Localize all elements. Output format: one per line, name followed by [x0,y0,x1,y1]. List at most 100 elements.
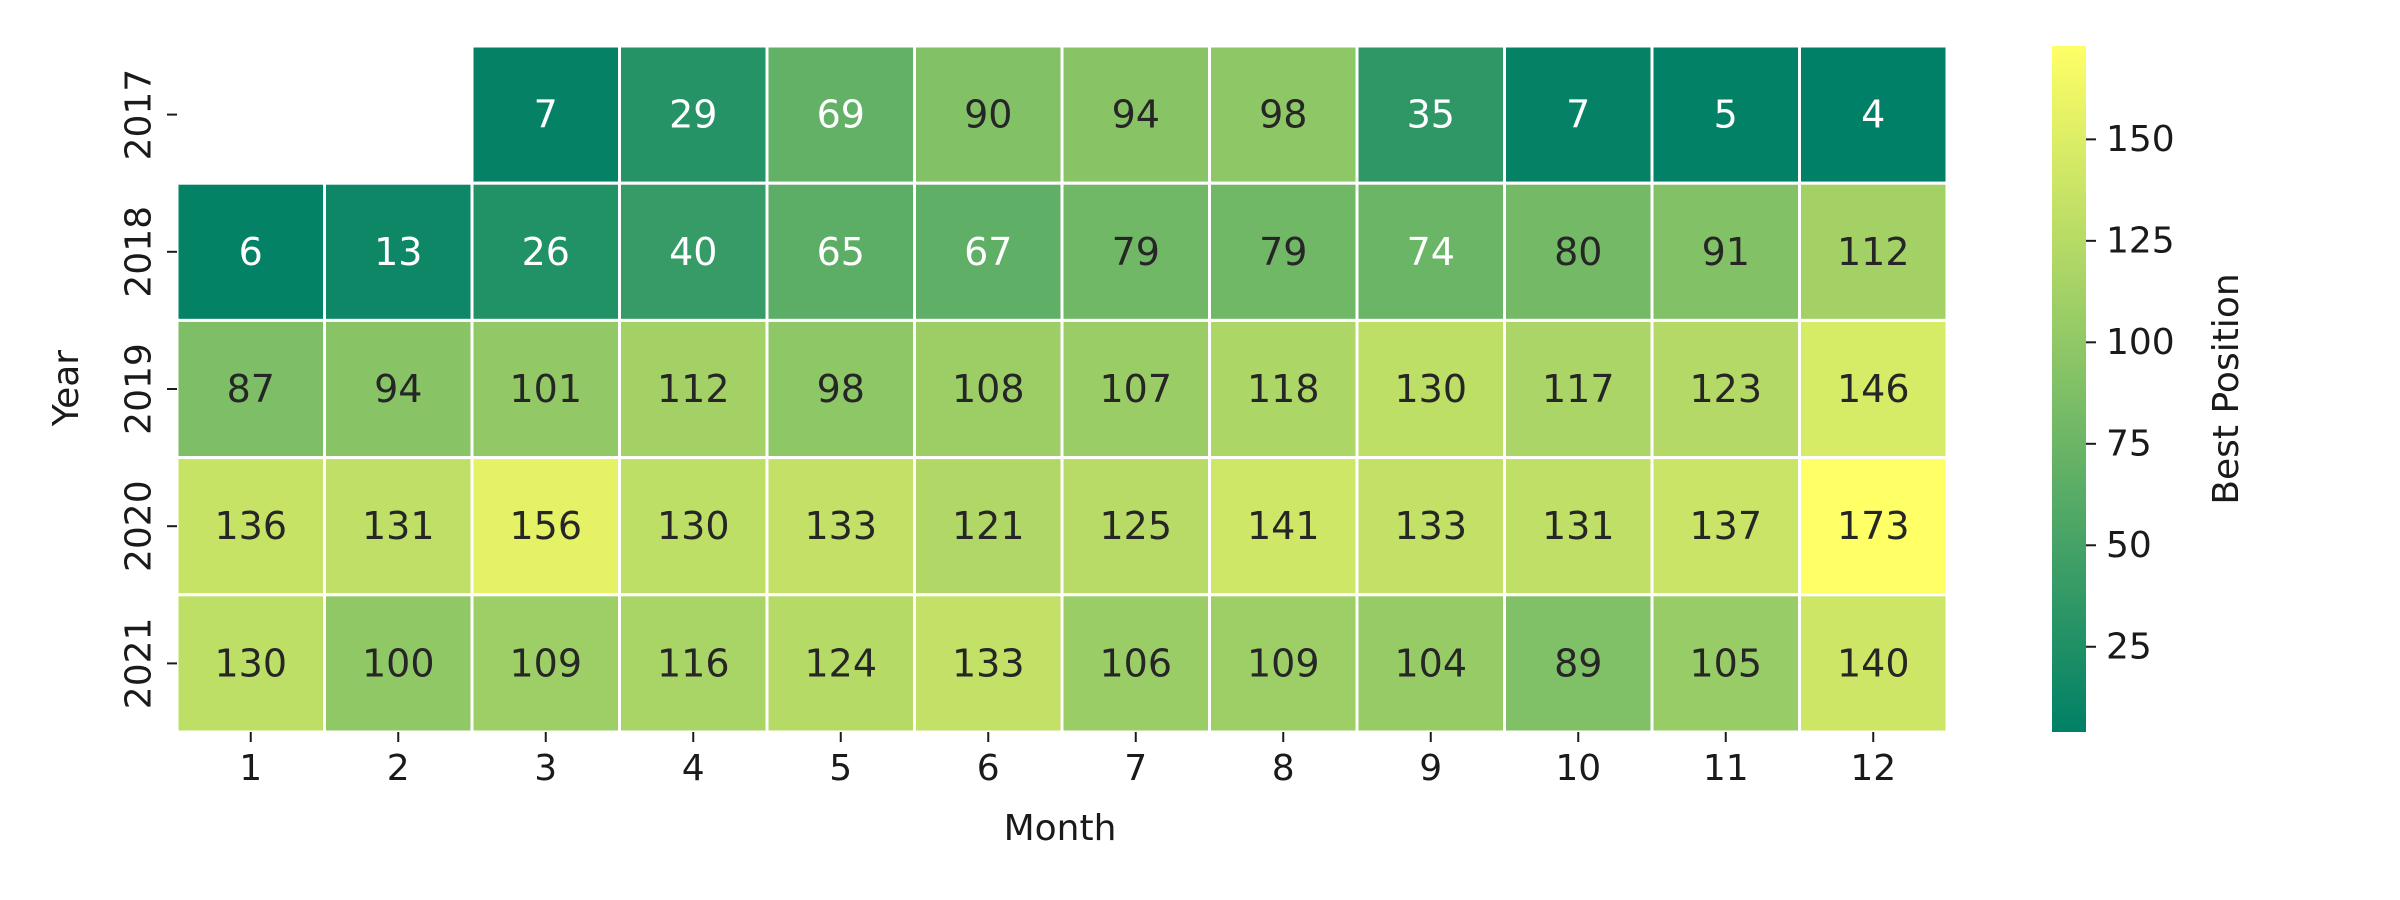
x-tick-label: 1 [239,748,262,789]
colorbar-tick-label: 50 [2106,525,2152,566]
cell-value-label: 40 [669,230,717,274]
x-axis-ticks: 1 2 3 4 5 6 7 8 9 10 11 12 [239,732,1896,789]
cell-value-label: 89 [1554,641,1602,685]
x-tick-label: 2 [387,748,410,789]
heatmap-cell [913,181,1064,322]
cell-value-label: 133 [952,641,1025,685]
cell-value-label: 69 [817,93,865,137]
x-tick-label: 7 [1124,748,1147,789]
cell-value-label: 173 [1837,504,1910,548]
cell-value-label: 67 [964,230,1012,274]
colorbar [2052,46,2086,732]
heatmap-cell [1060,318,1211,460]
heatmap-cells: 7 29 69 90 94 98 35 7 5 4 6 13 26 40 65 67 79 79 74 80 91 112… [175,44,1949,734]
cell-value-label: 108 [952,367,1025,411]
cell-value-label: 94 [1112,93,1160,137]
cell-value-label: 116 [657,641,730,685]
cell-value-label: 7 [534,93,558,137]
y-tick-label: 2020 [119,480,160,572]
cell-value-label: 125 [1099,504,1172,548]
heatmap-cell [1208,456,1359,597]
y-axis-label: Year [46,350,87,427]
cell-value-label: 140 [1837,641,1910,685]
cell-value-label: 131 [1542,504,1615,548]
cell-value-label: 123 [1689,367,1762,411]
x-tick-label: 3 [534,748,557,789]
heatmap-cell [470,456,621,597]
heatmap-cell [1503,593,1654,734]
heatmap-cell [618,593,769,734]
heatmap-cell [618,181,769,322]
heatmap-cell [323,593,474,734]
heatmap-cell [1650,456,1801,597]
cell-value-label: 26 [522,230,570,274]
cell-value-label: 79 [1112,230,1160,274]
colorbar-tick-label: 25 [2106,626,2152,667]
colorbar-ticks: 25 50 75 100 125 150 [2086,119,2175,667]
heatmap-cell [765,456,916,597]
cell-value-label: 109 [1247,641,1320,685]
cell-value-label: 146 [1837,367,1910,411]
cell-value-label: 79 [1259,230,1307,274]
cell-value-label: 112 [657,367,730,411]
cell-value-label: 5 [1714,93,1738,137]
cell-value-label: 156 [509,504,582,548]
cell-value-label: 133 [1394,504,1467,548]
heatmap-cell [1503,181,1654,322]
x-tick-label: 12 [1850,748,1896,789]
x-tick-label: 8 [1272,748,1295,789]
heatmap-cell [323,456,474,597]
colorbar-tick-label: 150 [2106,119,2175,160]
heatmap-cell [1060,593,1211,734]
x-tick-label: 11 [1703,748,1749,789]
cell-value-label: 130 [1394,367,1467,411]
cell-value-label: 136 [214,504,287,548]
cell-value-label: 98 [1259,93,1307,137]
colorbar-tick-label: 100 [2106,322,2175,363]
cell-value-label: 80 [1554,230,1602,274]
y-tick-label: 2018 [119,206,160,298]
cell-value-label: 13 [374,230,422,274]
cell-value-label: 131 [362,504,435,548]
heatmap-cell [1798,44,1949,185]
x-tick-label: 9 [1419,748,1442,789]
y-tick-label: 2017 [119,69,160,161]
heatmap-cell [1208,593,1359,734]
cell-value-label: 65 [817,230,865,274]
heatmap-cell [618,44,769,185]
heatmap-cell [765,318,916,460]
cell-value-label: 133 [804,504,877,548]
cell-value-label: 87 [227,367,275,411]
cell-value-label: 121 [952,504,1025,548]
cell-value-label: 35 [1407,93,1455,137]
cell-value-label: 109 [509,641,582,685]
cell-value-label: 117 [1542,367,1615,411]
heatmap-cell [765,44,916,185]
heatmap-cell [913,456,1064,597]
cell-value-label: 6 [239,230,263,274]
cell-value-label: 105 [1689,641,1762,685]
heatmap-cell [1355,456,1506,597]
heatmap-cell [913,318,1064,460]
cell-value-label: 112 [1837,230,1910,274]
cell-value-label: 124 [804,641,877,685]
heatmap-cell [1208,181,1359,322]
heatmap-cell [1355,181,1506,322]
cell-value-label: 90 [964,93,1012,137]
cell-value-label: 130 [657,504,730,548]
heatmap-cell [470,593,621,734]
cell-value-label: 100 [362,641,435,685]
heatmap-cell [1798,181,1949,322]
cell-value-label: 130 [214,641,287,685]
y-tick-label: 2021 [119,618,160,710]
y-tick-label: 2019 [119,343,160,435]
cell-value-label: 104 [1394,641,1467,685]
cell-value-label: 94 [374,367,422,411]
heatmap-cell [1355,593,1506,734]
cell-value-label: 29 [669,93,717,137]
heatmap-cell [1503,44,1654,185]
x-tick-label: 10 [1555,748,1601,789]
heatmap-cell [1060,181,1211,322]
heatmap-cell [323,181,474,322]
